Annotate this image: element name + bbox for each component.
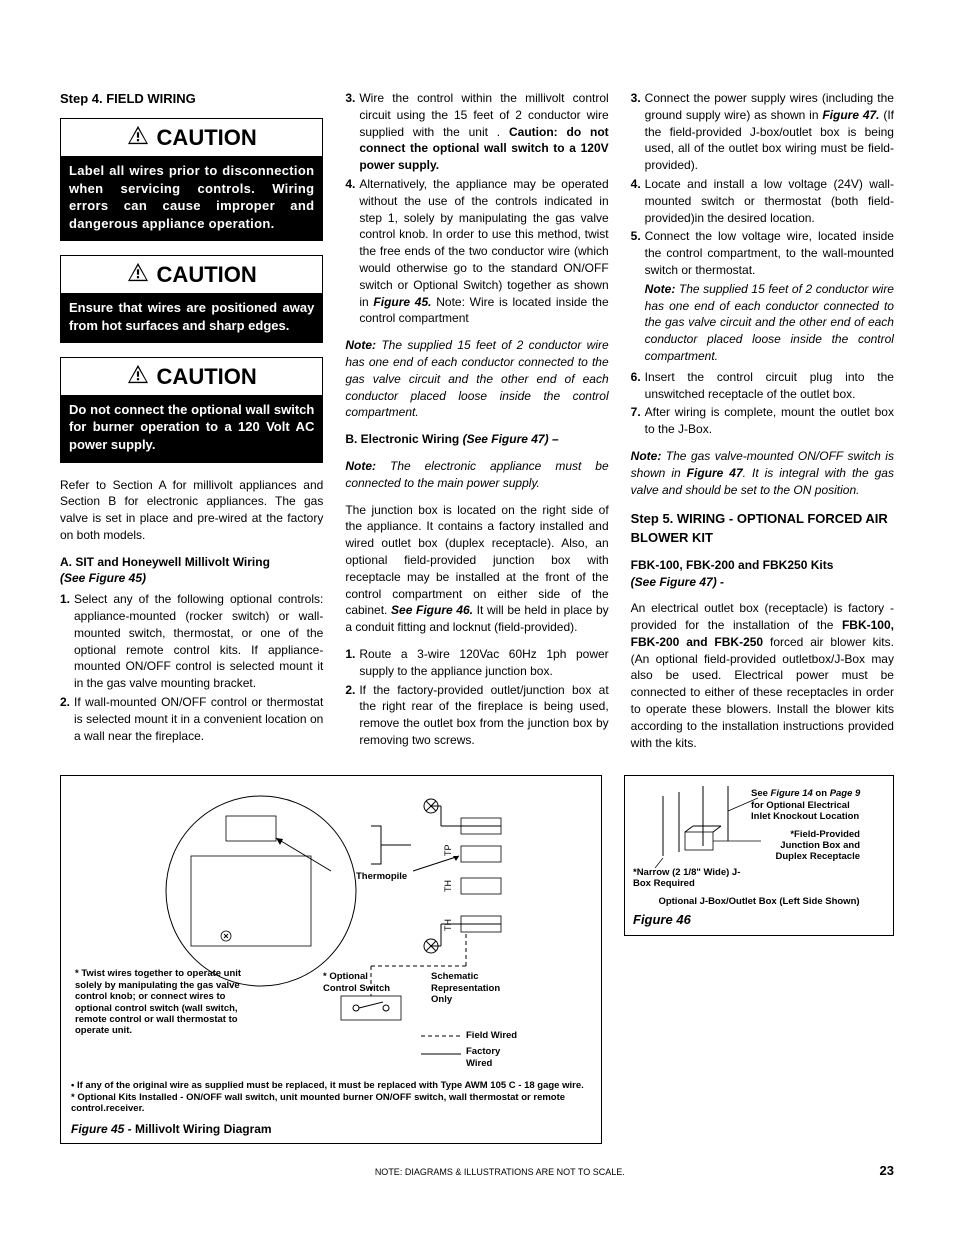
- twist-note: * Twist wires together to operate unit s…: [75, 968, 245, 1036]
- list-item: 5.Connect the low voltage wire, located …: [631, 228, 894, 366]
- page-footer: NOTE: DIAGRAMS & ILLUSTRATIONS ARE NOT T…: [60, 1162, 894, 1180]
- note-a: Note: The supplied 15 feet of 2 conducto…: [345, 337, 608, 421]
- warning-icon: [127, 362, 149, 393]
- column-3: 3.Connect the power supply wires (includ…: [631, 90, 894, 761]
- figure-46-title: Figure 46: [633, 911, 885, 929]
- kits-paragraph: An electrical outlet box (receptacle) is…: [631, 600, 894, 751]
- warning-icon: [127, 260, 149, 291]
- svg-text:TH: TH: [443, 880, 453, 892]
- caution-label: CAUTION: [157, 362, 257, 393]
- list-item: 4.Locate and install a low voltage (24V)…: [631, 176, 894, 226]
- kits-note: * Optional Kits Installed - ON/OFF wall …: [71, 1092, 591, 1115]
- caution-label: CAUTION: [157, 260, 257, 291]
- kits-heading: FBK-100, FBK-200 and FBK250 Kits (See Fi…: [631, 557, 894, 591]
- svg-text:TP: TP: [443, 845, 453, 857]
- list-item: 2.If wall-mounted ON/OFF control or ther…: [60, 694, 323, 744]
- caution-header: CAUTION: [61, 119, 322, 156]
- caution-label: CAUTION: [157, 123, 257, 154]
- caution-body-2: Ensure that wires are positioned away fr…: [61, 293, 322, 342]
- schematic-label: Schematic Representation Only: [431, 971, 521, 1005]
- replace-note: • If any of the original wire as supplie…: [71, 1080, 591, 1091]
- list-item: 4.Alternatively, the appliance may be op…: [345, 176, 608, 327]
- list-item: 3.Wire the control within the millivolt …: [345, 90, 608, 174]
- section-a-list: 1.Select any of the following optional c…: [60, 591, 323, 744]
- optional-switch-label: * Optional Control Switch: [323, 971, 393, 994]
- figure-45-box: TP TH TH: [60, 775, 602, 1144]
- list-item: 1.Select any of the following optional c…: [60, 591, 323, 692]
- svg-text:TH: TH: [443, 919, 453, 931]
- three-column-layout: Step 4. FIELD WIRING CAUTION Label all w…: [60, 90, 894, 761]
- warning-icon: [127, 123, 149, 154]
- figure-45-caption: Figure 45 - Millivolt Wiring Diagram: [71, 1121, 591, 1138]
- thermopile-label: Thermopile: [356, 871, 407, 882]
- caution-body-1: Label all wires prior to disconnection w…: [61, 156, 322, 240]
- section-b-heading: B. Electronic Wiring (See Figure 47) –: [345, 431, 608, 448]
- section-a-ref: (See Figure 45): [60, 571, 146, 585]
- caution-box-2: CAUTION Ensure that wires are positioned…: [60, 255, 323, 343]
- section-a-heading: A. SIT and Honeywell Millivolt Wiring (S…: [60, 554, 323, 588]
- fig46-narrow: *Narrow (2 1/8" Wide) J-Box Required: [633, 867, 753, 890]
- page-number: 23: [880, 1162, 894, 1180]
- column-2: 3.Wire the control within the millivolt …: [345, 90, 608, 761]
- factory-wired-label: Factory Wired: [466, 1046, 500, 1069]
- fig46-jbox-label: *Field-Provided Junction Box and Duplex …: [765, 829, 860, 863]
- caution-body-3: Do not connect the optional wall switch …: [61, 395, 322, 462]
- section-a-list-cont: 3.Wire the control within the millivolt …: [345, 90, 608, 327]
- figure-46-box: See Figure 14 on Page 9 for Optional Ele…: [624, 775, 894, 936]
- list-item: 7.After wiring is complete, mount the ou…: [631, 404, 894, 438]
- footer-note: NOTE: DIAGRAMS & ILLUSTRATIONS ARE NOT T…: [120, 1166, 880, 1179]
- column-1: Step 4. FIELD WIRING CAUTION Label all w…: [60, 90, 323, 761]
- intro-paragraph: Refer to Section A for millivolt applian…: [60, 477, 323, 544]
- list-item: 3.Connect the power supply wires (includ…: [631, 90, 894, 174]
- section-b-list: 1.Route a 3-wire 120Vac 60Hz 1ph power s…: [345, 646, 608, 749]
- note-c: Note: The gas valve-mounted ON/OFF switc…: [631, 448, 894, 498]
- figure-46-container: See Figure 14 on Page 9 for Optional Ele…: [624, 761, 894, 1144]
- field-wired-label: Field Wired: [466, 1030, 517, 1041]
- figures-row: TP TH TH: [60, 761, 894, 1144]
- note-b: Note: The electronic appliance must be c…: [345, 458, 608, 492]
- caution-box-3: CAUTION Do not connect the optional wall…: [60, 357, 323, 462]
- caution-header: CAUTION: [61, 358, 322, 395]
- section-a-title: A. SIT and Honeywell Millivolt Wiring: [60, 555, 270, 569]
- figure-45-container: TP TH TH: [60, 761, 602, 1144]
- list-item: 6.Insert the control circuit plug into t…: [631, 369, 894, 403]
- section-b-para1: The junction box is located on the right…: [345, 502, 608, 636]
- section-b-list-cont: 3.Connect the power supply wires (includ…: [631, 90, 894, 438]
- step4-heading: Step 4. FIELD WIRING: [60, 90, 323, 108]
- step5-heading: Step 5. WIRING - OPTIONAL FORCED AIR BLO…: [631, 510, 894, 546]
- caution-box-1: CAUTION Label all wires prior to disconn…: [60, 118, 323, 241]
- list-item: 1.Route a 3-wire 120Vac 60Hz 1ph power s…: [345, 646, 608, 680]
- fig46-optional: Optional J-Box/Outlet Box (Left Side Sho…: [633, 896, 885, 907]
- caution-header: CAUTION: [61, 256, 322, 293]
- fig46-see-ref: See Figure 14 on Page 9 for Optional Ele…: [751, 788, 861, 822]
- list-item: 2.If the factory-provided outlet/junctio…: [345, 682, 608, 749]
